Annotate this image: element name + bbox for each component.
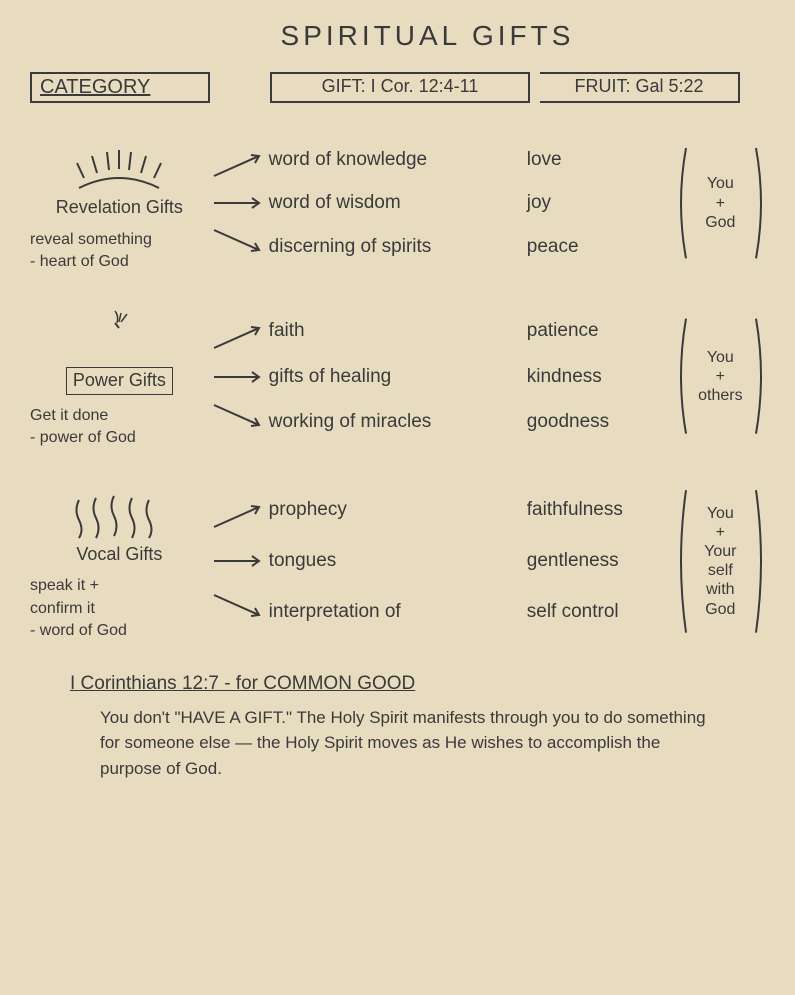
notes-page: SPIRITUAL GIFTS CATEGORY GIFT: I Cor. 12… xyxy=(0,0,795,995)
arrow-column xyxy=(209,303,269,449)
waves-icon xyxy=(30,490,209,540)
footer-body: You don't "HAVE A GIFT." The Holy Spirit… xyxy=(70,705,725,782)
category-notes: Get it done - power of God xyxy=(30,405,209,450)
note-line: - word of God xyxy=(30,620,209,642)
fruit-item: self control xyxy=(527,595,676,629)
note-line: reveal something xyxy=(30,229,209,251)
arrow-icon xyxy=(209,225,269,255)
arrow-icon xyxy=(209,188,269,218)
fruit-item: joy xyxy=(527,186,676,220)
arrow-icon xyxy=(209,590,269,620)
gift-item: prophecy xyxy=(269,493,527,527)
header-gift: GIFT: I Cor. 12:4-11 xyxy=(270,72,530,103)
category-column: Power Gifts Get it done - power of God xyxy=(30,303,209,449)
category-column: Revelation Gifts reveal something - hear… xyxy=(30,133,209,273)
arrow-icon xyxy=(209,502,269,532)
gift-item: tongues xyxy=(269,544,527,578)
category-label: Power Gifts xyxy=(30,367,209,395)
gift-column: prophecy tongues interpretation of xyxy=(269,480,527,643)
sunrise-icon xyxy=(30,143,209,193)
category-label: Revelation Gifts xyxy=(30,197,209,219)
fruit-item: kindness xyxy=(527,360,676,394)
fruit-item: faithfulness xyxy=(527,493,676,527)
note-line: - heart of God xyxy=(30,251,209,273)
fruit-column: patience kindness goodness xyxy=(527,303,676,449)
bracket-label: You+others xyxy=(698,348,742,406)
arrow-icon xyxy=(209,546,269,576)
fruit-item: peace xyxy=(527,230,676,264)
category-notes: reveal something - heart of God xyxy=(30,229,209,274)
header-fruit: FRUIT: Gal 5:22 xyxy=(540,72,740,103)
gift-item: faith xyxy=(269,314,527,348)
arrow-icon xyxy=(209,151,269,181)
header-row: CATEGORY GIFT: I Cor. 12:4-11 FRUIT: Gal… xyxy=(30,72,765,103)
footer-reference: I Corinthians 12:7 - for COMMON GOOD xyxy=(70,673,725,695)
footer: I Corinthians 12:7 - for COMMON GOOD You… xyxy=(30,673,765,782)
section-revelation: Revelation Gifts reveal something - hear… xyxy=(30,133,765,273)
category-notes: speak it + confirm it - word of God xyxy=(30,575,209,642)
note-line: Get it done xyxy=(30,405,209,427)
section-vocal: Vocal Gifts speak it + confirm it - word… xyxy=(30,480,765,643)
fruit-item: goodness xyxy=(527,405,676,439)
gift-item: word of wisdom xyxy=(269,186,527,220)
section-power: Power Gifts Get it done - power of God f… xyxy=(30,303,765,449)
header-category: CATEGORY xyxy=(30,72,210,103)
note-line: - power of God xyxy=(30,427,209,449)
bracket-label: You+God xyxy=(705,174,735,232)
fruit-column: love joy peace xyxy=(527,133,676,273)
fruit-column: faithfulness gentleness self control xyxy=(527,480,676,643)
dynamite-icon xyxy=(30,313,209,363)
note-line: confirm it xyxy=(30,598,209,620)
bracket-column: You+YourselfwithGod xyxy=(676,480,765,643)
note-line: speak it + xyxy=(30,575,209,597)
arrow-icon xyxy=(209,323,269,353)
gift-column: faith gifts of healing working of miracl… xyxy=(269,303,527,449)
bracket-column: You+others xyxy=(676,303,765,449)
fruit-item: love xyxy=(527,143,676,177)
gift-item: gifts of healing xyxy=(269,360,527,394)
arrow-icon xyxy=(209,362,269,392)
arrow-column xyxy=(209,133,269,273)
gift-column: word of knowledge word of wisdom discern… xyxy=(269,133,527,273)
category-label: Vocal Gifts xyxy=(30,544,209,566)
fruit-item: gentleness xyxy=(527,544,676,578)
gift-item: working of miracles xyxy=(269,405,527,439)
category-column: Vocal Gifts speak it + confirm it - word… xyxy=(30,480,209,643)
fruit-item: patience xyxy=(527,314,676,348)
arrow-icon xyxy=(209,400,269,430)
gift-item: discerning of spirits xyxy=(269,230,527,264)
page-title: SPIRITUAL GIFTS xyxy=(90,20,765,52)
bracket-column: You+God xyxy=(676,133,765,273)
arrow-column xyxy=(209,480,269,643)
gift-item: interpretation of xyxy=(269,595,527,629)
bracket-label: You+YourselfwithGod xyxy=(704,504,736,619)
gift-item: word of knowledge xyxy=(269,143,527,177)
